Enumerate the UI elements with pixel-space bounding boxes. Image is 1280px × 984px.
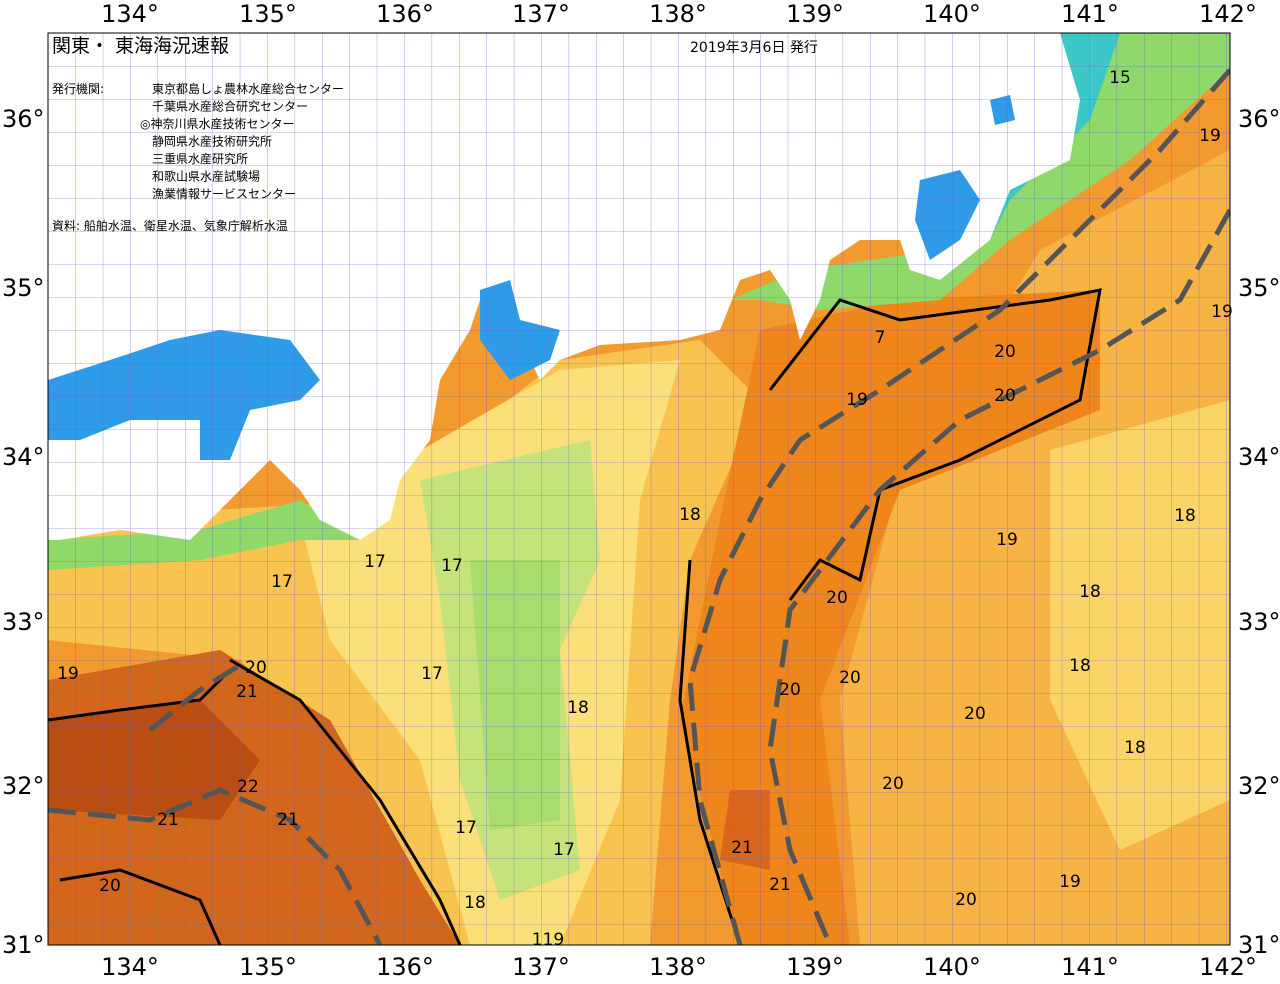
lon-label: 137° [512, 0, 570, 28]
contour-label: 21 [236, 682, 258, 702]
lon-label: 138° [649, 953, 707, 980]
lon-label: 135° [239, 953, 297, 980]
contour-label: 19 [846, 390, 868, 410]
lat-label: 36° [1238, 105, 1280, 133]
contour-label: 20 [994, 386, 1016, 406]
contour-label: 17 [421, 664, 443, 684]
lon-label: 137° [512, 953, 570, 980]
grid [48, 33, 1230, 945]
contour-label: 17 [441, 556, 463, 576]
lat-labels-right: 36° 35° 34° 33° 32° 31° [1238, 105, 1280, 959]
lon-label: 142° [1199, 0, 1257, 28]
lon-label: 139° [786, 953, 844, 980]
contour-label: 20 [245, 658, 267, 678]
date: 2019年3月6日 発行 [690, 40, 818, 56]
lon-label: 141° [1061, 0, 1119, 28]
lon-label: 136° [376, 953, 434, 980]
lon-label: 140° [923, 953, 981, 980]
contour-label: 21 [769, 875, 791, 895]
contour-label: 20 [839, 668, 861, 688]
lon-label: 134° [101, 953, 159, 980]
lat-label: 34° [2, 443, 45, 471]
lon-labels-top: 134° 135° 136° 137° 138° 139° 140° 141° 142° [101, 0, 1257, 28]
contour-label: 20 [882, 774, 904, 794]
agency: 三重県水産研究所 [152, 151, 248, 166]
agency: 漁業情報サービスセンター [152, 187, 296, 201]
contour-label: 20 [964, 704, 986, 724]
lat-label: 32° [1238, 772, 1280, 800]
lat-label: 32° [2, 772, 45, 800]
contour-label: 7 [875, 328, 886, 348]
contour-label: 20 [994, 342, 1016, 362]
lat-label: 35° [1238, 274, 1280, 302]
contour-label: 17 [271, 572, 293, 592]
contour-label: 18 [1069, 656, 1091, 676]
agency: 千葉県水産総合研究センター [152, 99, 308, 114]
contour-label: 17 [455, 818, 477, 838]
contour-label: 22 [237, 777, 259, 797]
contour-label: 19 [1199, 126, 1221, 146]
agency: 静岡県水産技術研究所 [152, 134, 272, 149]
lon-label: 141° [1061, 953, 1119, 980]
contour-labels: 15 19 19 7 20 20 19 18 19 18 18 17 17 17 17 20 18 20 20 18 1… [57, 68, 1233, 950]
contour-label: 18 [1079, 582, 1101, 602]
contour-label: 20 [99, 876, 121, 896]
lat-label: 34° [1238, 443, 1280, 471]
contour-label: 19 [1211, 302, 1233, 322]
lon-label: 135° [239, 0, 297, 28]
lat-label: 35° [2, 274, 45, 302]
contour-label: 18 [567, 698, 589, 718]
agency: 東京都島しょ農林水産総合センター [152, 81, 344, 96]
axis-lines [48, 68, 1230, 945]
lon-label: 136° [376, 0, 434, 28]
lat-label: 33° [2, 608, 45, 636]
contour-label: 18 [1174, 506, 1196, 526]
map-area [48, 33, 1230, 945]
contour-label: 19 [996, 530, 1018, 550]
source: 資料: 船舶水温、衛星水温、気象庁解析水温 [52, 218, 288, 233]
title: 関東・ 東海海況速報 [52, 35, 229, 57]
lon-label: 140° [923, 0, 981, 28]
lat-label: 33° [1238, 608, 1280, 636]
contour-label: 15 [1109, 68, 1131, 88]
contour-label: 18 [464, 893, 486, 913]
map-frame [47, 32, 1231, 946]
contour-label: 19 [57, 664, 79, 684]
contour-label: 18 [679, 505, 701, 525]
contour-label: 21 [731, 838, 753, 858]
contour-label: 17 [553, 840, 575, 860]
lon-label: 142° [1199, 953, 1257, 980]
contour-label: 20 [779, 680, 801, 700]
contour-label: 20 [955, 890, 977, 910]
contour-label: 18 [1124, 738, 1146, 758]
agency-label: 発行機関: [52, 81, 104, 96]
lon-label: 134° [101, 0, 159, 28]
lon-labels-bottom: 134° 135° 136° 137° 138° 139° 140° 141° 142° [101, 953, 1257, 981]
lon-label: 138° [649, 0, 707, 28]
front-lines [48, 288, 1102, 945]
contour-label: 21 [277, 810, 299, 830]
lat-label: 31° [2, 931, 45, 959]
contour-label: 17 [364, 552, 386, 572]
contour-label: 21 [157, 810, 179, 830]
lat-label: 31° [1238, 931, 1280, 959]
lon-label: 139° [786, 0, 844, 28]
agency: ◎神奈川県水産技術センター [140, 116, 294, 131]
contour-label: 119 [532, 930, 564, 950]
contour-label: 20 [826, 588, 848, 608]
contour-label: 19 [1059, 872, 1081, 892]
agency: 和歌山県水産試験場 [152, 169, 260, 184]
lat-labels-left: 36° 35° 34° 33° 32° 31° [2, 105, 45, 959]
lat-label: 36° [2, 105, 45, 133]
